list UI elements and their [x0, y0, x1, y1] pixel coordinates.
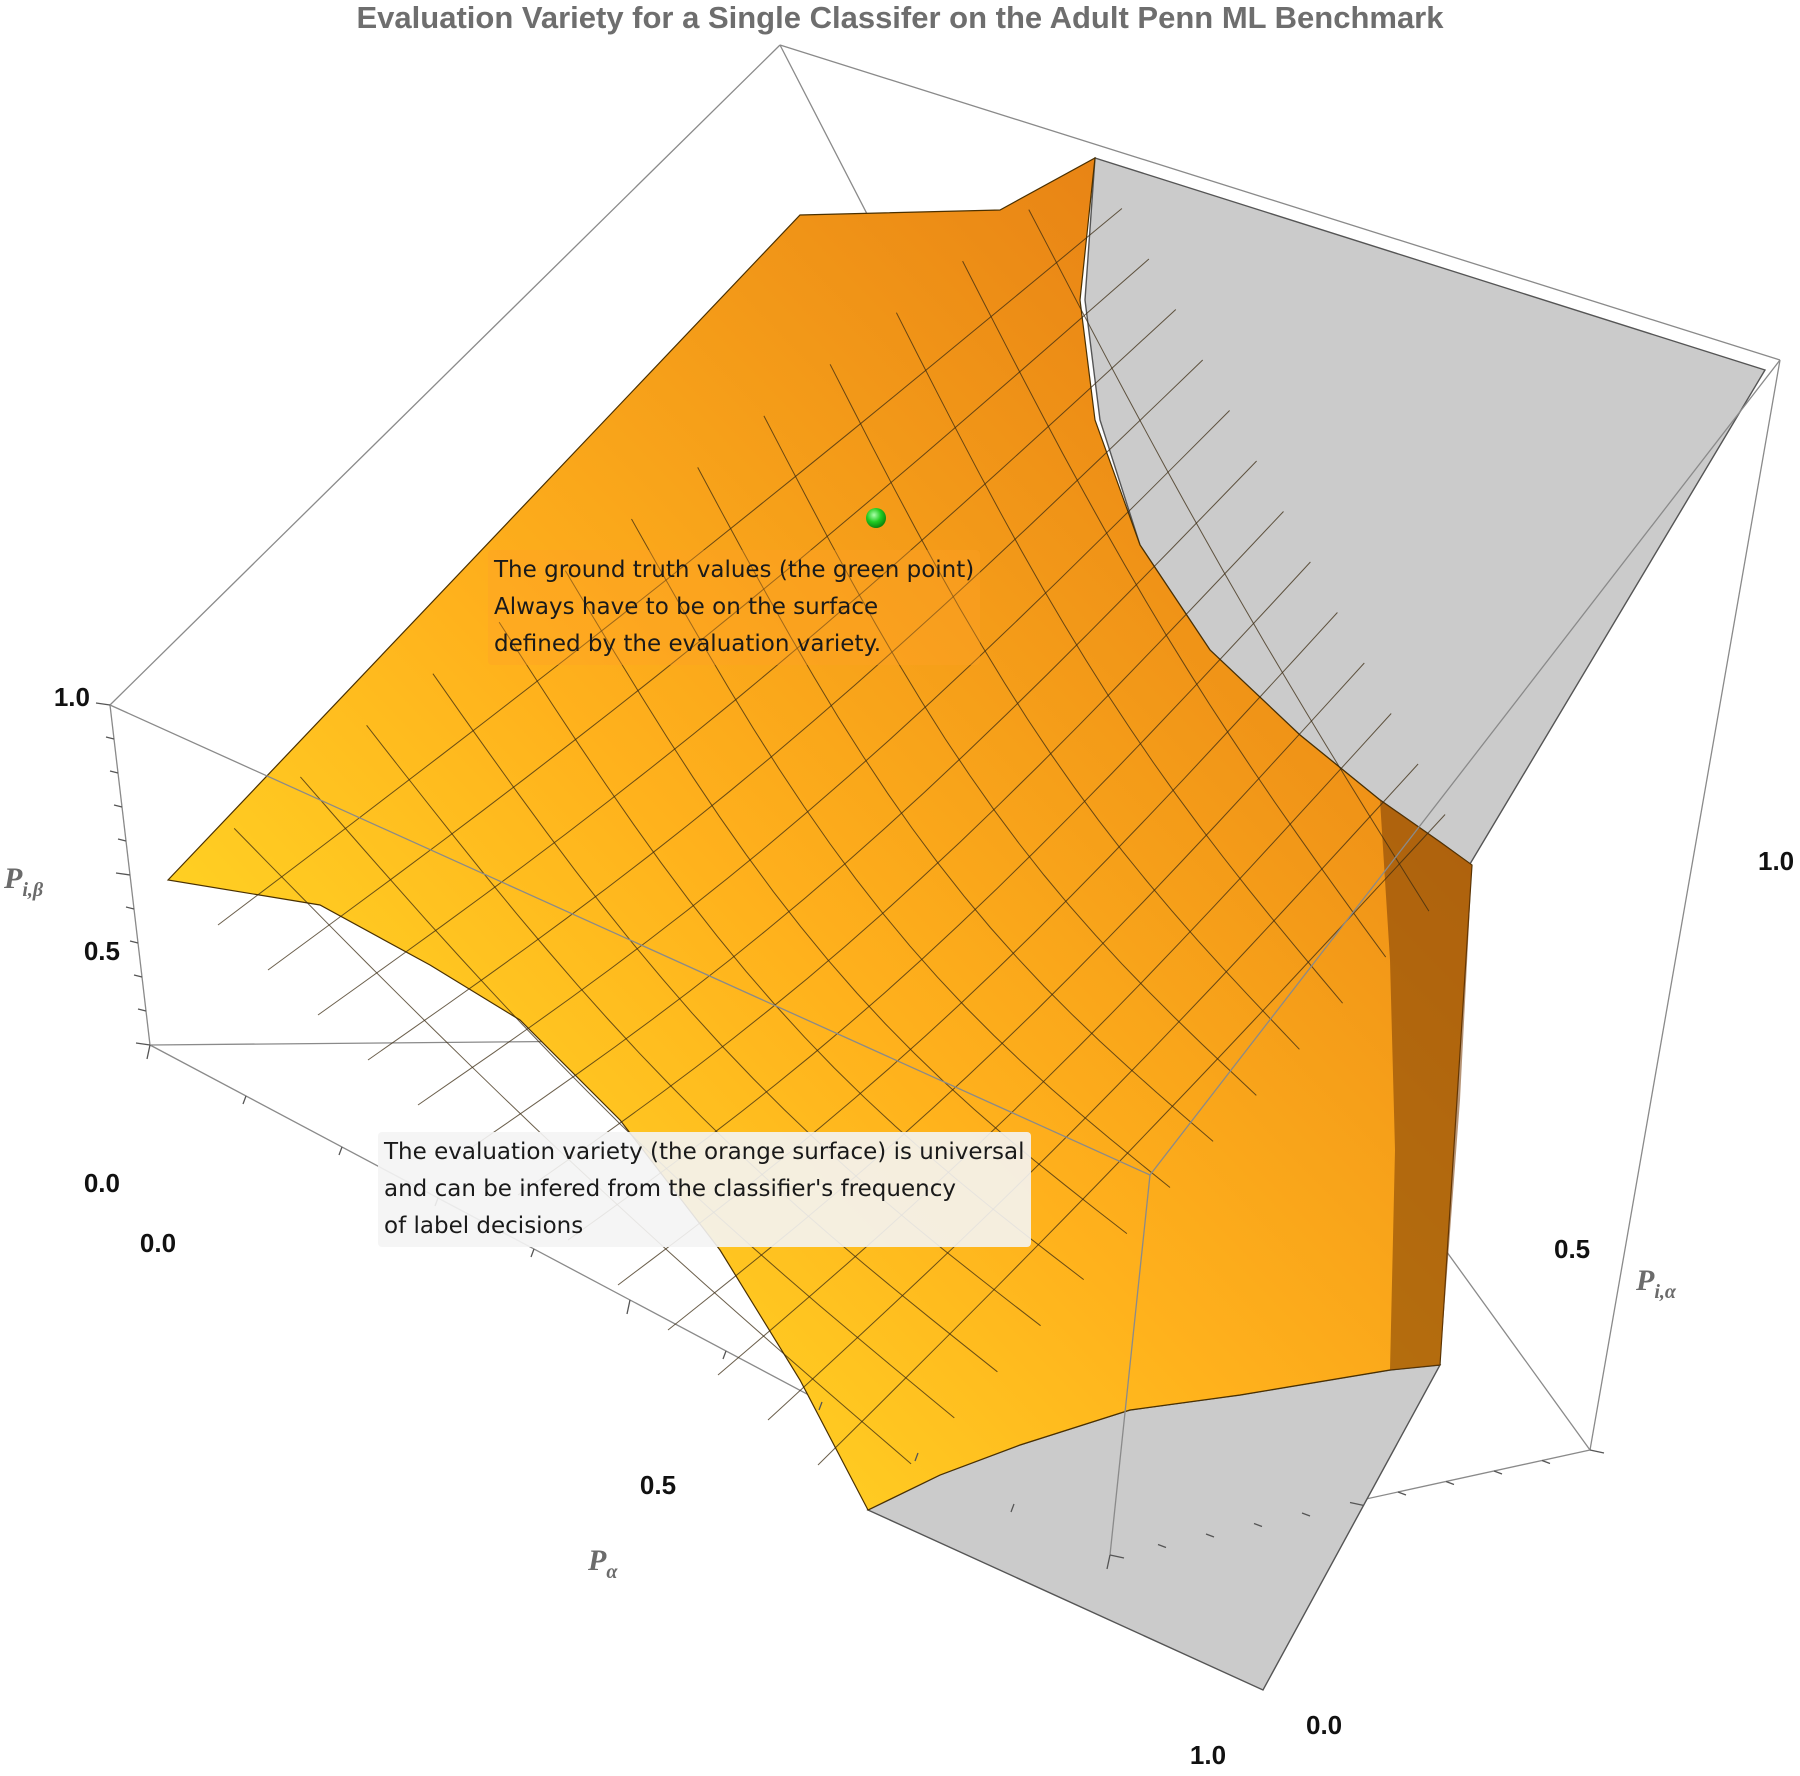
- tick-mark-z-5: [115, 872, 131, 876]
- box-edge-front-0: [109, 704, 1151, 1176]
- tick-mark-y-5: [1349, 1501, 1365, 1507]
- tick-mark-y-1: [1157, 1543, 1167, 1549]
- tick-mark-y-8: [1493, 1470, 1503, 1475]
- tick-mark-y-3: [1253, 1522, 1263, 1528]
- tick-mark-z-0: [135, 1042, 151, 1046]
- tick-mark-x-8: [914, 1452, 919, 1462]
- tick-mark-y-9: [1541, 1459, 1551, 1465]
- tick-x-0: 0.0: [140, 1228, 176, 1258]
- tick-z-05: 0.5: [84, 936, 120, 966]
- tick-mark-x-7: [818, 1401, 823, 1411]
- tick-mark-x-5: [626, 1299, 631, 1315]
- mesh-line-u-12: [962, 260, 1387, 958]
- axis-label-z: Pi,β: [3, 862, 44, 901]
- tick-mark-z-1: [137, 1008, 147, 1012]
- annotation-variety-line-1: The evaluation variety (the orange surfa…: [384, 1139, 1025, 1165]
- tick-mark-x-0: [146, 1044, 151, 1060]
- annotation-ground-truth: The ground truth values (the green point…: [488, 550, 981, 665]
- axis-ticks: [95, 702, 1605, 1570]
- tick-x-1: 1.0: [1190, 1740, 1226, 1770]
- tick-mark-x-6: [722, 1350, 727, 1360]
- tick-mark-z-9: [105, 736, 115, 740]
- mesh-line-v-13: [817, 814, 1446, 1466]
- chart-title: Evaluation Variety for a Single Classife…: [357, 0, 1445, 35]
- tick-mark-z-8: [109, 770, 119, 774]
- tick-z-0: 0.0: [84, 1168, 120, 1198]
- tick-y-1: 1.0: [1758, 846, 1794, 876]
- tick-mark-x-1: [242, 1095, 247, 1105]
- tick-mark-z-7: [113, 804, 123, 808]
- mesh-line-u-11: [895, 312, 1343, 1004]
- mesh-line-v-7: [517, 511, 1284, 1196]
- tick-mark-z-6: [117, 838, 127, 842]
- axis-label-y-sub: i,α: [1654, 1281, 1677, 1303]
- mesh-line-u-8: [697, 467, 1214, 1142]
- tick-mark-z-2: [133, 974, 143, 978]
- tick-mark-x-9: [1010, 1503, 1015, 1513]
- tick-mark-y-2: [1205, 1533, 1215, 1538]
- tick-mark-x-4: [530, 1248, 535, 1258]
- axis-label-y: Pi,α: [1635, 1264, 1677, 1303]
- box-edge-front-2: [1109, 1174, 1151, 1556]
- tick-mark-y-10: [1589, 1449, 1605, 1454]
- tick-mark-x-2: [338, 1146, 343, 1156]
- mesh-line-u-10: [829, 364, 1300, 1050]
- tick-mark-x-10: [1106, 1554, 1111, 1570]
- axis-label-z-main: P: [3, 862, 23, 895]
- tick-z-1: 1.0: [54, 682, 90, 712]
- bounding-box-front: [109, 359, 1781, 1556]
- tick-mark-y-6: [1397, 1491, 1407, 1496]
- tick-mark-y-0: [1109, 1554, 1125, 1559]
- tick-mark-z-3: [129, 940, 139, 944]
- axis-label-y-main: P: [1635, 1264, 1655, 1297]
- tick-y-05: 0.5: [1554, 1234, 1590, 1264]
- tick-y-0: 0.0: [1306, 1710, 1342, 1740]
- annotation-variety: The evaluation variety (the orange surfa…: [378, 1132, 1031, 1247]
- axis-label-x-main: P: [587, 1544, 607, 1577]
- evaluation-variety-surface: [166, 156, 1767, 1691]
- surface-shadow: [1380, 800, 1472, 1370]
- box-edge-back-4: [109, 44, 781, 706]
- annotation-ground-truth-line-1: The ground truth values (the green point…: [494, 557, 975, 583]
- annotation-variety-line-2: and can be infered from the classifier's…: [384, 1176, 956, 1202]
- box-edge-front-1: [1149, 359, 1781, 1176]
- mesh-line-u-13: [1028, 209, 1430, 912]
- box-edge-front-3: [1589, 359, 1781, 1451]
- mesh-line-u-9: [763, 415, 1257, 1096]
- axis-label-z-sub: i,β: [22, 879, 44, 901]
- tick-mark-z-4: [125, 906, 135, 910]
- mesh-line-v-12: [767, 763, 1419, 1421]
- tick-x-05: 0.5: [640, 1470, 676, 1500]
- ground-truth-point: [866, 508, 886, 528]
- tick-mark-y-7: [1445, 1480, 1455, 1486]
- tick-mark-z-10: [95, 702, 111, 706]
- annotation-ground-truth-line-2: Always have to be on the surface: [494, 594, 879, 620]
- axis-label-x-sub: α: [606, 1561, 618, 1583]
- tick-mark-y-4: [1301, 1512, 1311, 1517]
- box-edge-back-5: [779, 44, 1781, 361]
- annotation-ground-truth-line-3: defined by the evaluation variety.: [494, 631, 882, 657]
- annotation-variety-line-3: of label decisions: [384, 1213, 584, 1239]
- mesh-line-v-11: [717, 713, 1392, 1376]
- axis-label-x: Pα: [587, 1544, 618, 1583]
